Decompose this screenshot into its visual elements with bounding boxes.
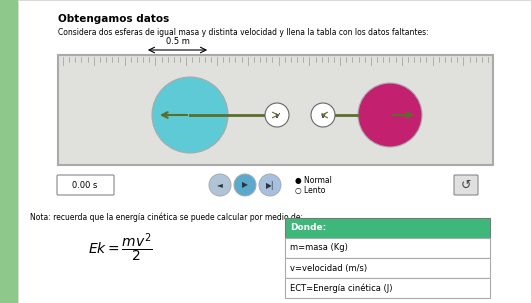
Bar [285,238,490,258]
Circle shape [209,174,231,196]
Text: ◄: ◄ [217,181,223,189]
Text: v: v [321,111,326,119]
Bar [285,218,490,238]
Circle shape [259,174,281,196]
FancyBboxPatch shape [57,175,114,195]
Circle shape [152,77,228,153]
Circle shape [358,83,422,147]
Circle shape [265,103,289,127]
Text: ▶|: ▶| [266,181,274,189]
Text: Obtengamos datos: Obtengamos datos [58,14,169,24]
FancyBboxPatch shape [454,175,478,195]
Text: Considera dos esferas de igual masa y distinta velocidad y llena la tabla con lo: Considera dos esferas de igual masa y di… [58,28,429,37]
Text: ECT=Energía cinética (J): ECT=Energía cinética (J) [290,283,392,293]
Text: m=masa (Kg): m=masa (Kg) [290,244,348,252]
Circle shape [311,103,335,127]
Bar [285,258,490,278]
Text: 0.00 s: 0.00 s [72,181,98,189]
Text: ● Normal: ● Normal [295,175,332,185]
Text: $Ek = \dfrac{mv^2}{2}$: $Ek = \dfrac{mv^2}{2}$ [88,231,152,265]
Bar [0,0,18,303]
Text: ▶: ▶ [242,181,248,189]
Bar [58,55,493,165]
Bar [285,278,490,298]
Text: v=velocidad (m/s): v=velocidad (m/s) [290,264,367,272]
Text: ○ Lento: ○ Lento [295,187,326,195]
Circle shape [234,174,256,196]
Text: v: v [275,111,279,119]
Text: Donde:: Donde: [290,224,326,232]
Text: 0.5 m: 0.5 m [166,37,190,46]
Text: ↺: ↺ [461,178,471,191]
Text: Nota: recuerda que la energía cinética se puede calcular por medio de:: Nota: recuerda que la energía cinética s… [30,213,303,222]
